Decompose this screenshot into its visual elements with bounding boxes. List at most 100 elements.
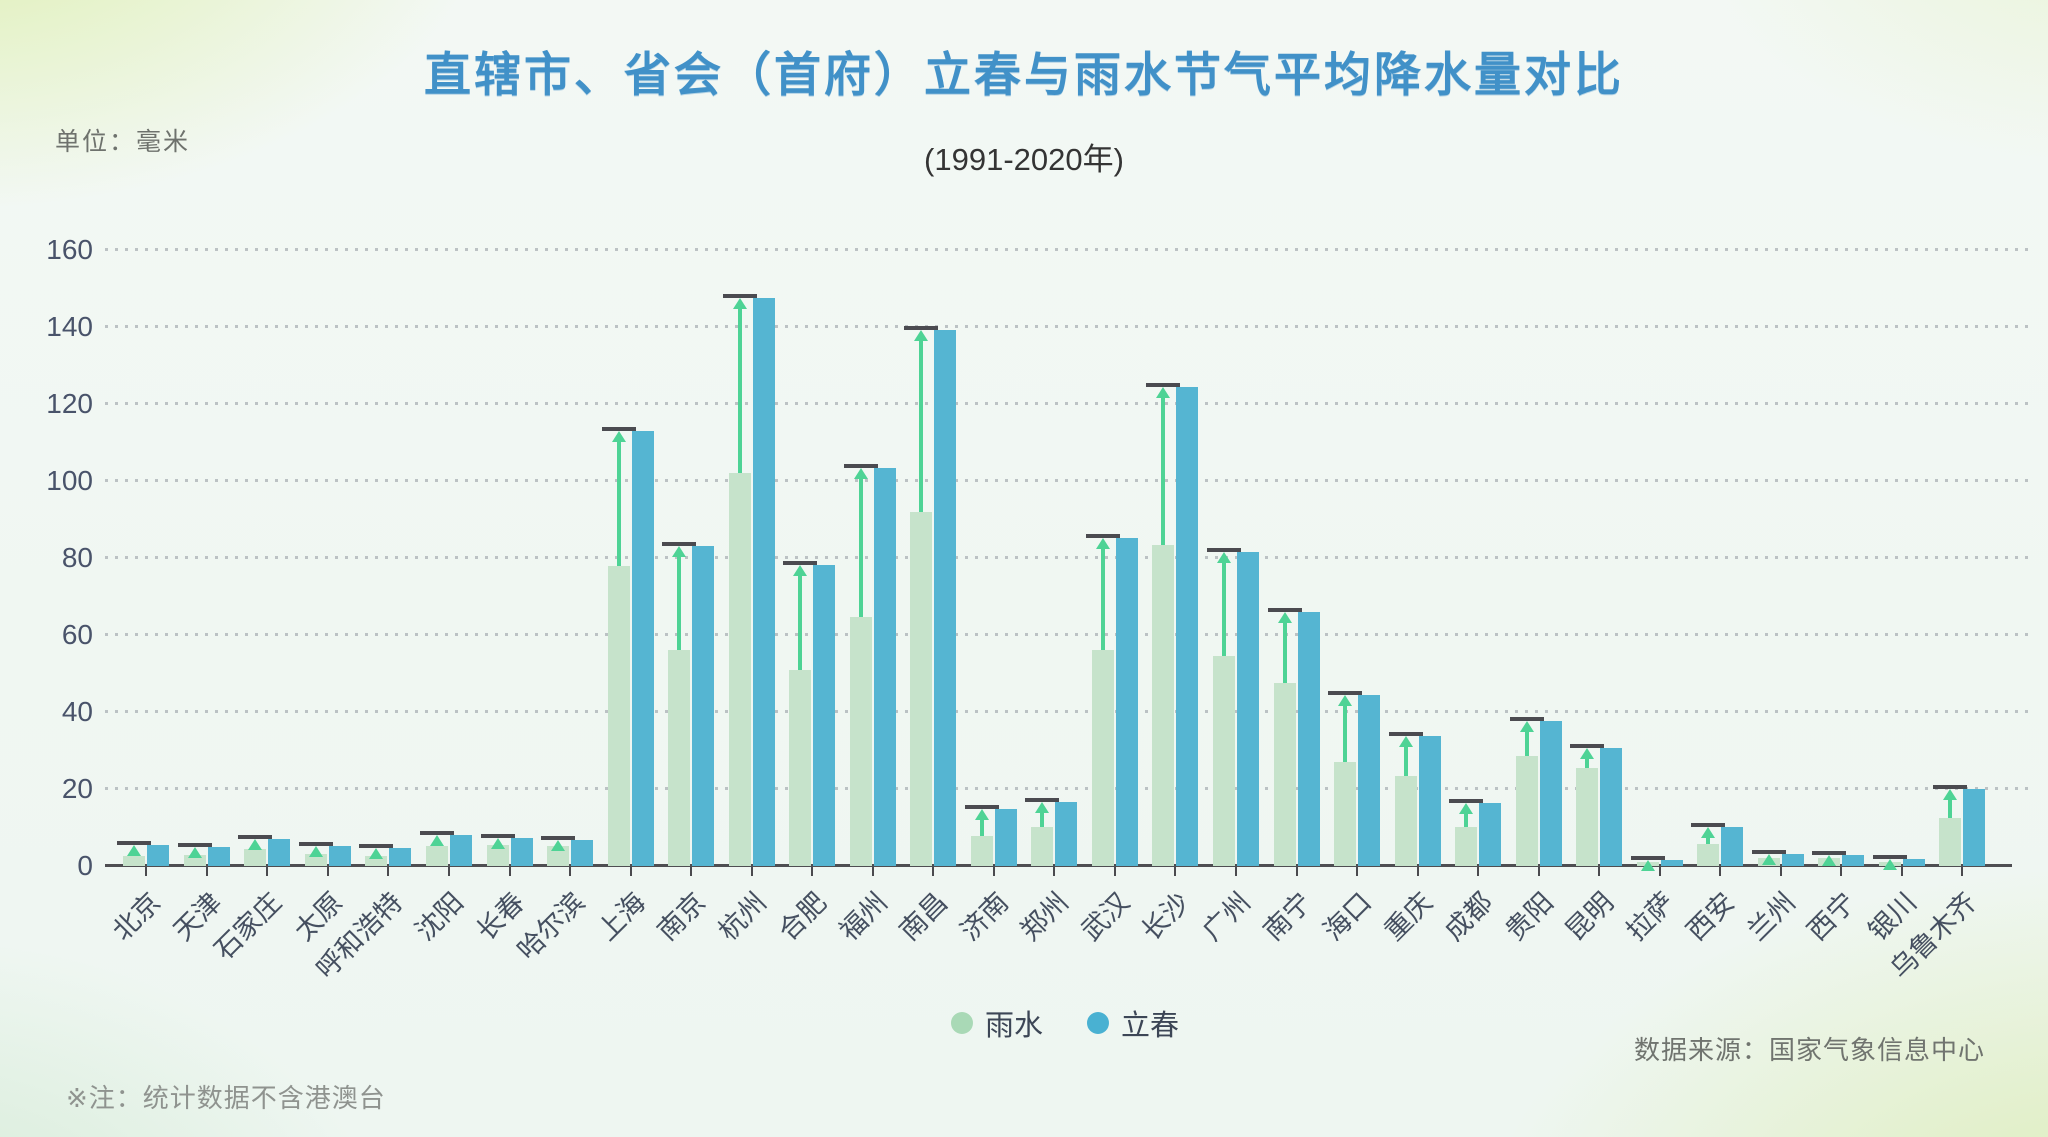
increase-arrow bbox=[1812, 850, 1847, 866]
x-tick bbox=[1900, 867, 1903, 876]
cap-line bbox=[238, 835, 273, 840]
gridline bbox=[105, 479, 2035, 482]
bar-group: 西安 bbox=[1681, 250, 1751, 946]
y-tick-label: 160 bbox=[46, 234, 93, 265]
lichun-bar bbox=[147, 844, 170, 866]
cap-line bbox=[298, 842, 333, 846]
x-tick bbox=[1113, 867, 1116, 876]
x-label: 西宁 bbox=[1802, 886, 1862, 947]
yushui-bar bbox=[123, 856, 146, 866]
arrow-shaft bbox=[1948, 797, 1953, 819]
x-tick bbox=[1537, 867, 1540, 876]
yushui-bar bbox=[425, 845, 448, 866]
arrow-shaft bbox=[1161, 395, 1166, 545]
arrow-head-icon bbox=[551, 840, 566, 852]
x-tick bbox=[1961, 867, 1964, 876]
x-label: 石家庄 bbox=[209, 886, 288, 966]
arrow-head-icon bbox=[1398, 735, 1413, 747]
data-source: 数据来源：国家气象信息中心 bbox=[1633, 1035, 1985, 1065]
y-tick-label: 60 bbox=[61, 619, 93, 650]
increase-arrow bbox=[1085, 534, 1120, 651]
bar-group: 长沙 bbox=[1136, 250, 1206, 946]
lichun-bar bbox=[813, 564, 836, 866]
x-label: 沈阳 bbox=[409, 886, 470, 947]
x-tick bbox=[1658, 867, 1661, 876]
bar-group: 昆明 bbox=[1560, 250, 1630, 946]
bar-series: 北京 天津 石家庄 太原 呼和浩特 沈阳 长春 哈尔滨 上海 南京 杭州 合肥 福州 南昌 济南 郑州 武汉 长沙… bbox=[107, 250, 1993, 985]
bar-group: 武汉 bbox=[1076, 250, 1146, 946]
x-tick bbox=[1295, 867, 1298, 876]
increase-arrow bbox=[359, 844, 394, 860]
cap-line bbox=[1025, 797, 1060, 802]
increase-arrow bbox=[419, 830, 454, 846]
cap-line bbox=[1872, 855, 1907, 860]
x-label: 重庆 bbox=[1378, 886, 1438, 947]
y-tick-label: 0 bbox=[77, 850, 93, 881]
increase-arrow bbox=[1206, 548, 1241, 656]
increase-arrow bbox=[238, 835, 273, 851]
bar-group: 北京 bbox=[107, 250, 177, 946]
cap-line bbox=[964, 805, 999, 810]
unit-label: 单位：毫米 bbox=[55, 128, 191, 156]
cap-line bbox=[480, 833, 515, 838]
cap-line bbox=[722, 293, 757, 298]
yushui-bar bbox=[1939, 818, 1962, 866]
arrow-shaft bbox=[919, 338, 924, 512]
lichun-dot-icon bbox=[1087, 1012, 1109, 1034]
x-tick bbox=[508, 867, 511, 876]
footnote: ※注：统计数据不含港澳台 bbox=[66, 1083, 386, 1113]
x-label: 贵阳 bbox=[1499, 886, 1559, 947]
yushui-bar bbox=[910, 511, 933, 866]
x-label: 武汉 bbox=[1075, 886, 1136, 947]
increase-arrow bbox=[964, 805, 999, 836]
arrow-shaft bbox=[677, 554, 682, 651]
arrow-shaft bbox=[1221, 560, 1226, 656]
cap-line bbox=[117, 840, 152, 845]
x-label: 杭州 bbox=[712, 886, 772, 947]
lichun-bar bbox=[510, 837, 533, 866]
arrow-shaft bbox=[1100, 546, 1105, 651]
x-tick bbox=[932, 867, 935, 876]
increase-arrow bbox=[1328, 690, 1363, 763]
y-tick-label: 40 bbox=[61, 696, 93, 727]
lichun-bar bbox=[1236, 552, 1259, 866]
cap-line bbox=[1933, 785, 1968, 790]
bar-group: 重庆 bbox=[1378, 250, 1448, 946]
cap-line bbox=[177, 842, 212, 847]
bar-group: 西宁 bbox=[1802, 250, 1872, 946]
bar-group: 郑州 bbox=[1015, 250, 1085, 946]
yushui-bar bbox=[183, 855, 206, 866]
bar-group: 杭州 bbox=[712, 250, 782, 946]
arrow-head-icon bbox=[187, 846, 202, 858]
x-label: 北京 bbox=[107, 886, 167, 947]
arrow-head-icon bbox=[1822, 854, 1837, 866]
arrow-shaft bbox=[737, 305, 742, 474]
increase-arrow bbox=[298, 842, 333, 857]
increase-arrow bbox=[177, 842, 212, 858]
yushui-dot-icon bbox=[950, 1012, 973, 1034]
lichun-bar bbox=[752, 297, 775, 866]
arrow-head-icon bbox=[1156, 387, 1171, 399]
legend: 雨水 立春 bbox=[950, 1002, 1180, 1044]
arrow-head-icon bbox=[1943, 789, 1958, 801]
bar-group: 长春 bbox=[470, 250, 540, 946]
x-label: 上海 bbox=[591, 886, 651, 947]
arrow-head-icon bbox=[1701, 826, 1716, 838]
increase-arrow bbox=[1570, 743, 1605, 768]
lichun-bar bbox=[389, 848, 412, 866]
arrow-shaft bbox=[1403, 743, 1408, 776]
arrow-head-icon bbox=[914, 330, 929, 342]
cap-line bbox=[662, 542, 697, 547]
arrow-head-icon bbox=[308, 846, 323, 857]
yushui-bar bbox=[1515, 755, 1538, 866]
yushui-bar bbox=[365, 855, 388, 866]
cap-line bbox=[1206, 548, 1241, 553]
legend-label: 立春 bbox=[1121, 1010, 1180, 1042]
cap-line bbox=[1509, 717, 1544, 722]
lichun-bar bbox=[1842, 854, 1865, 866]
increase-arrow bbox=[1449, 799, 1484, 828]
lichun-bar bbox=[1358, 694, 1381, 866]
x-tick bbox=[992, 867, 995, 876]
yushui-bar bbox=[728, 473, 751, 866]
x-label: 广州 bbox=[1196, 886, 1257, 947]
